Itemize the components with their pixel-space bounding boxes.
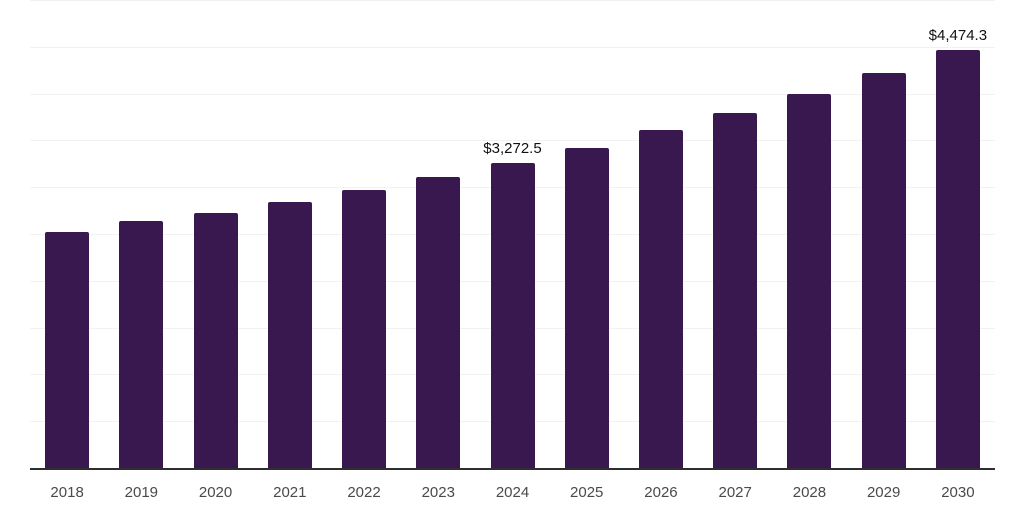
x-tick-label-2030: 2030 — [941, 484, 975, 501]
bar-2023[interactable] — [416, 176, 461, 469]
x-tick-label-2022: 2022 — [347, 484, 381, 501]
x-tick-label-2027: 2027 — [718, 484, 752, 501]
gridline-4500 — [30, 46, 995, 48]
gridline-3500 — [30, 140, 995, 142]
bar-2020[interactable] — [193, 213, 238, 469]
x-tick-label-2020: 2020 — [198, 484, 233, 501]
x-tick-label-2025: 2025 — [570, 484, 604, 501]
x-tick-label-2028: 2028 — [792, 484, 827, 501]
data-label-2030: $4,474.3 — [928, 27, 988, 45]
bar-2019[interactable] — [119, 220, 164, 469]
x-tick-label-2021: 2021 — [273, 484, 307, 501]
bar-2018[interactable] — [45, 232, 90, 469]
x-tick-label-2024: 2024 — [495, 484, 530, 501]
bar-2025[interactable] — [564, 147, 609, 469]
plot-area: $3,272.5 $4,474.3 — [30, 0, 995, 469]
bar-2026[interactable] — [638, 130, 683, 469]
bar-2030[interactable] — [935, 50, 980, 469]
x-tick-label-2026: 2026 — [644, 484, 678, 501]
bar-2021[interactable] — [267, 202, 312, 469]
x-tick-label-2019: 2019 — [124, 484, 159, 501]
bar-2022[interactable] — [342, 190, 387, 469]
x-tick-label-2029: 2029 — [866, 484, 901, 501]
bar-2028[interactable] — [787, 93, 832, 469]
bar-2027[interactable] — [713, 112, 758, 469]
x-axis-line — [30, 468, 995, 470]
x-tick-label-2018: 2018 — [50, 484, 84, 501]
bar-2024[interactable] — [490, 162, 535, 469]
gridline-4000 — [30, 93, 995, 95]
x-tick-label-2023: 2023 — [421, 484, 455, 501]
gridline-5000 — [30, 0, 995, 1]
bar-2029[interactable] — [861, 73, 906, 469]
data-label-2024: $3,272.5 — [483, 139, 542, 157]
